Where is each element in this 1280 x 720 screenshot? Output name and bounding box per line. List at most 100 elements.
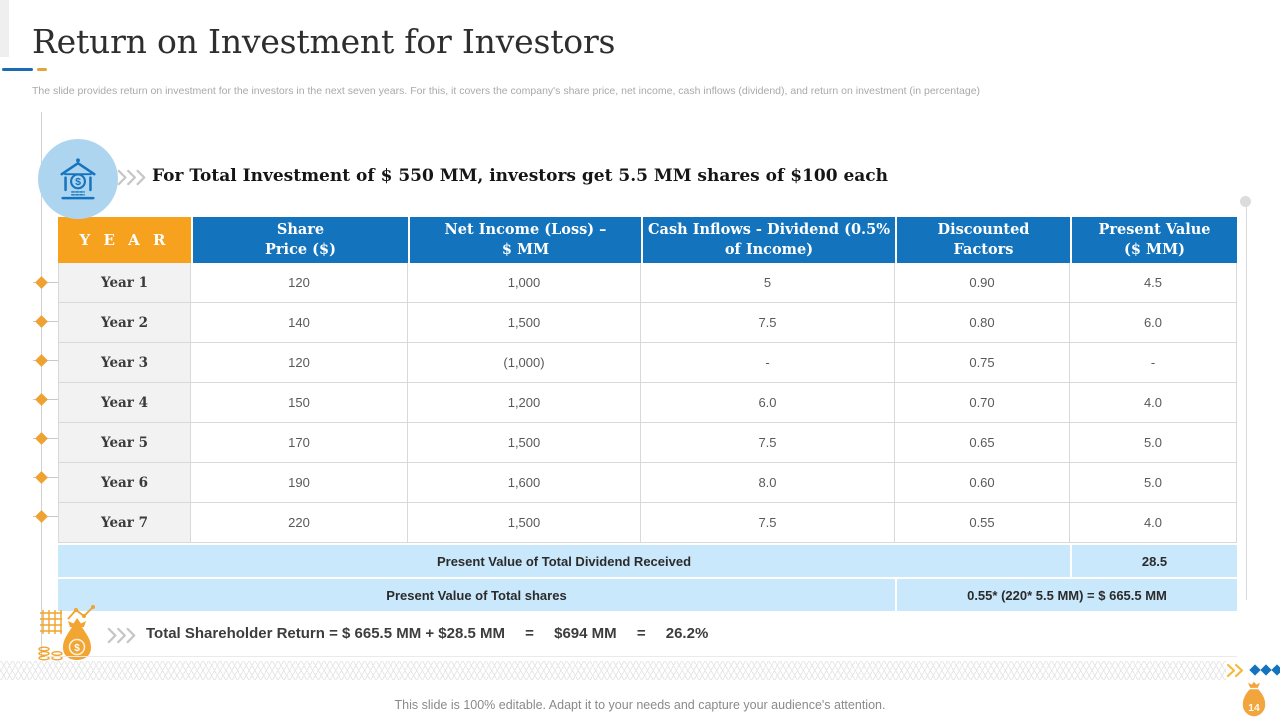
cell-discount-factor: 0.90 <box>895 263 1070 303</box>
col-header-cash-inflows: Cash Inflows - Dividend (0.5% of Income) <box>641 217 895 263</box>
cell-present-value: 4.0 <box>1070 383 1237 423</box>
diamond-marker-icon <box>35 276 48 289</box>
corner-accent <box>0 0 9 57</box>
cell-present-value: - <box>1070 343 1237 383</box>
summary-value: 28.5 <box>1070 543 1237 577</box>
cell-cash-inflow: 7.5 <box>641 423 895 463</box>
cell-share-price: 190 <box>191 463 408 503</box>
cell-present-value: 5.0 <box>1070 463 1237 503</box>
cell-year: Year 2 <box>58 303 191 343</box>
cell-net-income: 1,500 <box>408 423 641 463</box>
title-accent-gold <box>37 68 47 71</box>
cell-net-income: 1,000 <box>408 263 641 303</box>
content-bottom-rule <box>45 656 1237 657</box>
summary-label: Present Value of Total shares <box>58 577 895 611</box>
cell-share-price: 170 <box>191 423 408 463</box>
band-diamond-icon <box>1271 664 1280 676</box>
table-row: Year 4 150 1,200 6.0 0.70 4.0 <box>58 383 1237 423</box>
cell-year: Year 6 <box>58 463 191 503</box>
cell-cash-inflow: 5 <box>641 263 895 303</box>
cell-net-income: 1,200 <box>408 383 641 423</box>
col-header-present-value: Present Value ($ MM) <box>1070 217 1237 263</box>
roi-percentage: 26.2% <box>665 625 709 642</box>
summary-row: Present Value of Total Dividend Received… <box>58 543 1237 577</box>
table-row: Year 7 220 1,500 7.5 0.55 4.0 <box>58 503 1237 543</box>
bank-icon: $ <box>60 158 96 200</box>
slide-subtitle: The slide provides return on investment … <box>32 85 981 97</box>
callout-text: For Total Investment of $ 550 MM, invest… <box>152 166 888 186</box>
cell-present-value: 6.0 <box>1070 303 1237 343</box>
cell-discount-factor: 0.75 <box>895 343 1070 383</box>
table-row: Year 1 120 1,000 5 0.90 4.5 <box>58 263 1237 303</box>
diamond-marker-icon <box>35 432 48 445</box>
cell-net-income: 1,500 <box>408 503 641 543</box>
diamond-marker-icon <box>35 471 48 484</box>
cell-present-value: 5.0 <box>1070 423 1237 463</box>
summary-label: Present Value of Total Dividend Received <box>58 543 1070 577</box>
table-row: Year 5 170 1,500 7.5 0.65 5.0 <box>58 423 1237 463</box>
cell-discount-factor: 0.80 <box>895 303 1070 343</box>
cell-share-price: 120 <box>191 343 408 383</box>
equals-sign: = <box>636 625 646 642</box>
cell-cash-inflow: 7.5 <box>641 503 895 543</box>
col-header-net-income: Net Income (Loss) – $ MM <box>408 217 641 263</box>
cell-cash-inflow: 6.0 <box>641 383 895 423</box>
cell-share-price: 120 <box>191 263 408 303</box>
zigzag-band <box>0 661 1226 680</box>
svg-text:$: $ <box>75 176 81 188</box>
col-header-share-price: Share Price ($) <box>191 217 408 263</box>
footer-note: This slide is 100% editable. Adapt it to… <box>394 698 886 712</box>
diamond-marker-icon <box>35 315 48 328</box>
cell-net-income: 1,500 <box>408 303 641 343</box>
diamond-marker-icon <box>35 510 48 523</box>
left-timeline-rail <box>41 112 42 658</box>
cell-discount-factor: 0.70 <box>895 383 1070 423</box>
cell-present-value: 4.0 <box>1070 503 1237 543</box>
cell-discount-factor: 0.65 <box>895 423 1070 463</box>
band-chevrons-icon <box>1226 663 1244 678</box>
summary-value: 0.55* (220* 5.5 MM) = $ 665.5 MM <box>895 577 1237 611</box>
cell-year: Year 5 <box>58 423 191 463</box>
chevrons-icon <box>117 169 146 186</box>
cell-year: Year 1 <box>58 263 191 303</box>
cell-discount-factor: 0.60 <box>895 463 1070 503</box>
table-row: Year 2 140 1,500 7.5 0.80 6.0 <box>58 303 1237 343</box>
page-number: 14 <box>1248 703 1260 714</box>
cell-share-price: 140 <box>191 303 408 343</box>
cell-year: Year 4 <box>58 383 191 423</box>
total-return-line: Total Shareholder Return = $ 665.5 MM + … <box>146 625 708 642</box>
svg-text:$: $ <box>74 643 80 654</box>
cell-present-value: 4.5 <box>1070 263 1237 303</box>
right-rail-dot <box>1240 196 1251 207</box>
total-value: $694 MM <box>554 625 617 642</box>
page-number-badge: 14 <box>1242 681 1266 717</box>
summary-row: Present Value of Total shares 0.55* (220… <box>58 577 1237 611</box>
title-accent-blue <box>2 68 33 71</box>
roi-table: Y E A R Share Price ($) Net Income (Loss… <box>58 217 1237 611</box>
cell-cash-inflow: - <box>641 343 895 383</box>
table-header-row: Y E A R Share Price ($) Net Income (Loss… <box>58 217 1237 263</box>
band-diamond-icon <box>1260 664 1272 676</box>
cell-year: Year 3 <box>58 343 191 383</box>
cell-share-price: 220 <box>191 503 408 543</box>
cell-cash-inflow: 8.0 <box>641 463 895 503</box>
table-row: Year 6 190 1,600 8.0 0.60 5.0 <box>58 463 1237 503</box>
cell-net-income: (1,000) <box>408 343 641 383</box>
callout-icon-circle: $ <box>38 139 118 219</box>
cell-discount-factor: 0.55 <box>895 503 1070 543</box>
equals-sign: = <box>525 625 534 642</box>
diamond-marker-icon <box>35 393 48 406</box>
money-bag-icon: $ <box>38 605 95 661</box>
band-diamond-icon <box>1249 664 1261 676</box>
cell-share-price: 150 <box>191 383 408 423</box>
cell-year: Year 7 <box>58 503 191 543</box>
diamond-marker-icon <box>35 354 48 367</box>
chevrons-icon <box>107 627 136 644</box>
total-return-text: Total Shareholder Return = $ 665.5 MM + … <box>146 625 505 642</box>
cell-net-income: 1,600 <box>408 463 641 503</box>
page-title: Return on Investment for Investors <box>32 22 616 61</box>
col-header-year: Y E A R <box>58 217 191 263</box>
table-row: Year 3 120 (1,000) - 0.75 - <box>58 343 1237 383</box>
cell-cash-inflow: 7.5 <box>641 303 895 343</box>
